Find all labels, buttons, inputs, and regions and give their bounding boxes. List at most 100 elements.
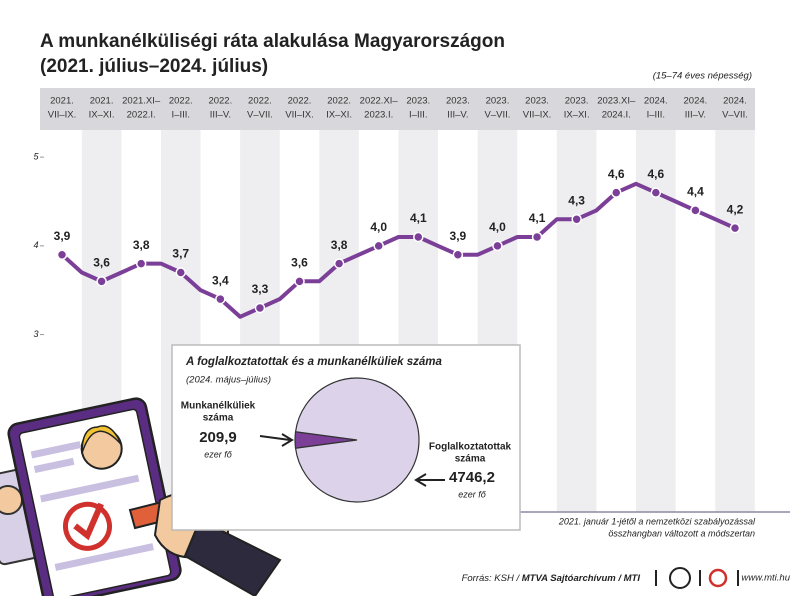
value-label: 4,1 xyxy=(529,211,546,225)
x-tick-label: 2022. xyxy=(327,96,351,107)
plot: 2021. VII–IX. 2021. IX–XI. 2021.XI– 2022.I. 20… xyxy=(32,96,747,428)
x-tick-label: 2024. xyxy=(723,96,747,107)
value-label: 3,7 xyxy=(172,247,189,261)
logo xyxy=(669,567,691,589)
inset-subtitle: (2024. május–július) xyxy=(186,375,271,386)
x-tick-label: 2023. xyxy=(525,96,549,107)
value-label: 4,6 xyxy=(647,167,664,181)
x-tick-label: 2024.I. xyxy=(602,110,631,121)
data-point xyxy=(333,258,345,269)
x-tick-label: V–VII. xyxy=(722,110,748,121)
data-point xyxy=(650,187,662,198)
value-label: 4,6 xyxy=(608,167,625,181)
x-tick-label: 2024. xyxy=(644,96,668,107)
pie-label: száma xyxy=(455,454,486,465)
data-point xyxy=(175,267,187,278)
data-point xyxy=(96,276,107,287)
value-label: 3,9 xyxy=(450,229,467,243)
data-point xyxy=(373,240,384,252)
value-label: 3,4 xyxy=(212,273,229,287)
pie-label: Munkanélküliek xyxy=(181,401,256,412)
chart-subtitle: (2021. július–2024. július) xyxy=(40,56,268,77)
x-tick-label: 2023.XI– xyxy=(597,96,636,107)
x-tick-label: VII–IX. xyxy=(285,110,314,121)
footnote-line: 2021. január 1-jétől a nemzetközi szabál… xyxy=(558,516,756,526)
data-point xyxy=(56,249,68,260)
data-point xyxy=(294,276,305,287)
pie-slice xyxy=(294,377,420,503)
source-part: Forrás: KSH / xyxy=(462,573,522,584)
value-label: 3,8 xyxy=(331,238,348,252)
data-line xyxy=(60,181,736,319)
y-tick-label: 5 xyxy=(33,152,39,162)
column-stripe xyxy=(715,130,755,512)
illustration xyxy=(0,397,282,596)
source: Forrás: KSH / MTVA Sajtóarchívum / MTI xyxy=(462,573,641,584)
inset-title: A foglalkoztatottak és a munkanélküliek … xyxy=(185,356,442,368)
x-tick-label: 2022. xyxy=(208,96,232,107)
value-label: 4,0 xyxy=(489,220,506,234)
x-tick-label: 2022. xyxy=(248,96,272,107)
data-point xyxy=(571,213,582,225)
x-tick-label: IX–XI. xyxy=(326,110,352,121)
pie-value-label: 4746,2 xyxy=(449,469,495,486)
x-tick-label: 2021. xyxy=(90,96,114,107)
data-point xyxy=(135,258,147,269)
data-point xyxy=(215,293,226,305)
x-tick-label: V–VII. xyxy=(247,110,273,121)
x-tick-label: III–V. xyxy=(685,110,706,121)
url: www.mti.hu xyxy=(741,573,790,584)
source-part: MTVA Sajtóarchívum / MTI xyxy=(522,573,641,584)
population-note: (15–74 éves népesség) xyxy=(653,71,752,82)
x-tick-label: I–III. xyxy=(409,110,427,121)
data-point xyxy=(690,205,701,216)
value-label: 4,1 xyxy=(410,211,427,225)
x-tick-label: 2022.I. xyxy=(127,110,156,121)
value-label: 4,4 xyxy=(687,185,704,199)
x-tick-label: IX–XI. xyxy=(564,110,590,121)
x-tick-label: V–VII. xyxy=(485,110,511,121)
y-tick-label: 4 xyxy=(33,240,38,250)
value-label: 4,3 xyxy=(568,193,585,207)
data-point xyxy=(254,302,266,314)
arrow xyxy=(259,433,294,447)
y-tick-label: 3 xyxy=(33,329,38,339)
data-point xyxy=(452,249,464,260)
data-point xyxy=(413,231,424,243)
x-tick-label: III–V. xyxy=(447,110,468,121)
value-label: 3,9 xyxy=(54,229,71,243)
x-tick-label: 2023. xyxy=(486,96,510,107)
x-tick-label: 2023. xyxy=(446,96,470,107)
x-tick-label: 2021.XI– xyxy=(122,96,161,107)
data-point xyxy=(729,222,741,234)
x-tick-label: 2023. xyxy=(406,96,430,107)
value-label: 3,8 xyxy=(133,238,150,252)
x-tick-label: I–III. xyxy=(172,110,190,121)
value-label: 4,2 xyxy=(727,202,744,216)
value-label: 3,3 xyxy=(252,282,269,296)
x-tick-label: VII–IX. xyxy=(523,110,552,121)
x-tick-label: 2021. xyxy=(50,96,74,107)
arrow xyxy=(414,473,445,487)
x-tick-label: I–III. xyxy=(647,110,665,121)
pie-value-label: 209,9 xyxy=(199,429,237,446)
x-tick-label: 2023. xyxy=(565,96,589,107)
data-point xyxy=(492,240,503,252)
column-stripe xyxy=(556,130,597,512)
x-tick-label: IX–XI. xyxy=(89,110,115,121)
x-tick-label: 2024. xyxy=(684,96,708,107)
chart-title: A munkanélküliségi ráta alakulása Magyar… xyxy=(40,31,505,52)
data-point xyxy=(610,187,622,198)
value-label: 3,6 xyxy=(291,256,308,270)
data-point xyxy=(531,231,543,243)
x-tick-label: 2022. xyxy=(288,96,312,107)
footnote-line: összhangban változott a módszertan xyxy=(608,528,755,538)
value-label: 4,0 xyxy=(370,220,387,234)
x-tick-label: 2022.XI– xyxy=(360,96,399,107)
value-label: 3,6 xyxy=(93,256,110,270)
x-tick-label: VII–IX. xyxy=(48,110,77,121)
header-band xyxy=(40,88,755,130)
x-tick-label: 2023.I. xyxy=(364,110,393,121)
